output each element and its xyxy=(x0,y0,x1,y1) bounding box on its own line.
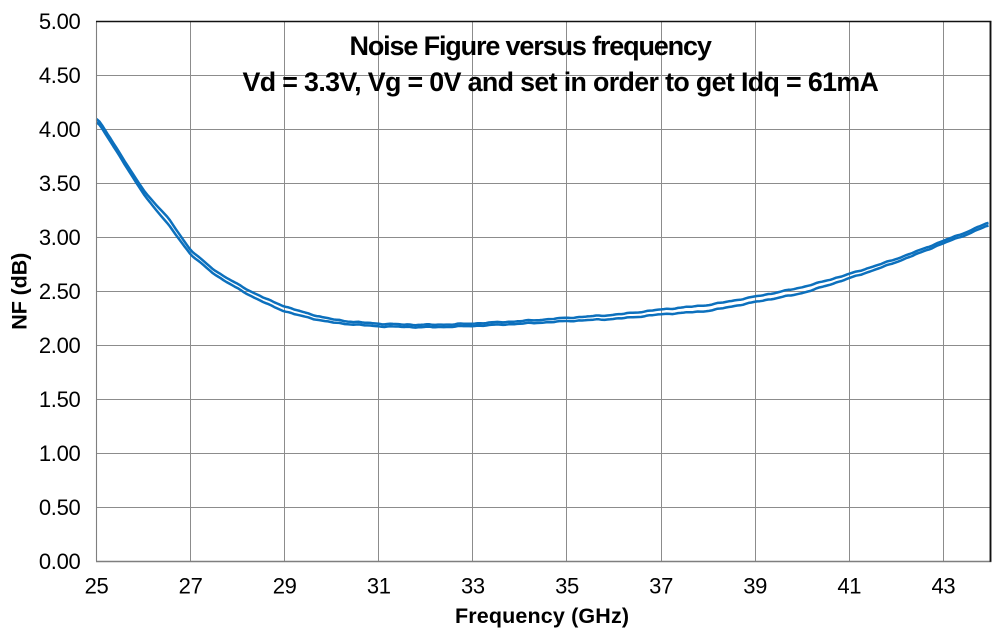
svg-text:4.00: 4.00 xyxy=(39,117,81,142)
svg-text:41: 41 xyxy=(837,574,861,599)
svg-text:Frequency (GHz): Frequency (GHz) xyxy=(455,604,629,628)
svg-text:2.50: 2.50 xyxy=(39,279,81,304)
svg-text:1.50: 1.50 xyxy=(39,387,81,412)
svg-text:5.00: 5.00 xyxy=(39,9,81,34)
svg-text:3.50: 3.50 xyxy=(39,171,81,196)
svg-text:35: 35 xyxy=(555,574,579,599)
svg-text:3.00: 3.00 xyxy=(39,225,81,250)
svg-text:39: 39 xyxy=(743,574,767,599)
svg-text:2.00: 2.00 xyxy=(39,333,81,358)
svg-text:0.00: 0.00 xyxy=(39,549,81,574)
svg-text:Vd = 3.3V, Vg = 0V and set in: Vd = 3.3V, Vg = 0V and set in order to g… xyxy=(243,67,879,97)
svg-text:37: 37 xyxy=(649,574,673,599)
svg-text:NF (dB): NF (dB) xyxy=(8,253,32,330)
svg-text:1.00: 1.00 xyxy=(39,441,81,466)
svg-text:43: 43 xyxy=(931,574,955,599)
svg-text:25: 25 xyxy=(85,574,109,599)
svg-text:4.50: 4.50 xyxy=(39,63,81,88)
svg-text:27: 27 xyxy=(179,574,203,599)
svg-text:31: 31 xyxy=(367,574,391,599)
svg-text:0.50: 0.50 xyxy=(39,495,81,520)
svg-text:33: 33 xyxy=(461,574,485,599)
svg-text:29: 29 xyxy=(273,574,297,599)
svg-text:Noise Figure versus frequency: Noise Figure versus frequency xyxy=(350,31,712,61)
